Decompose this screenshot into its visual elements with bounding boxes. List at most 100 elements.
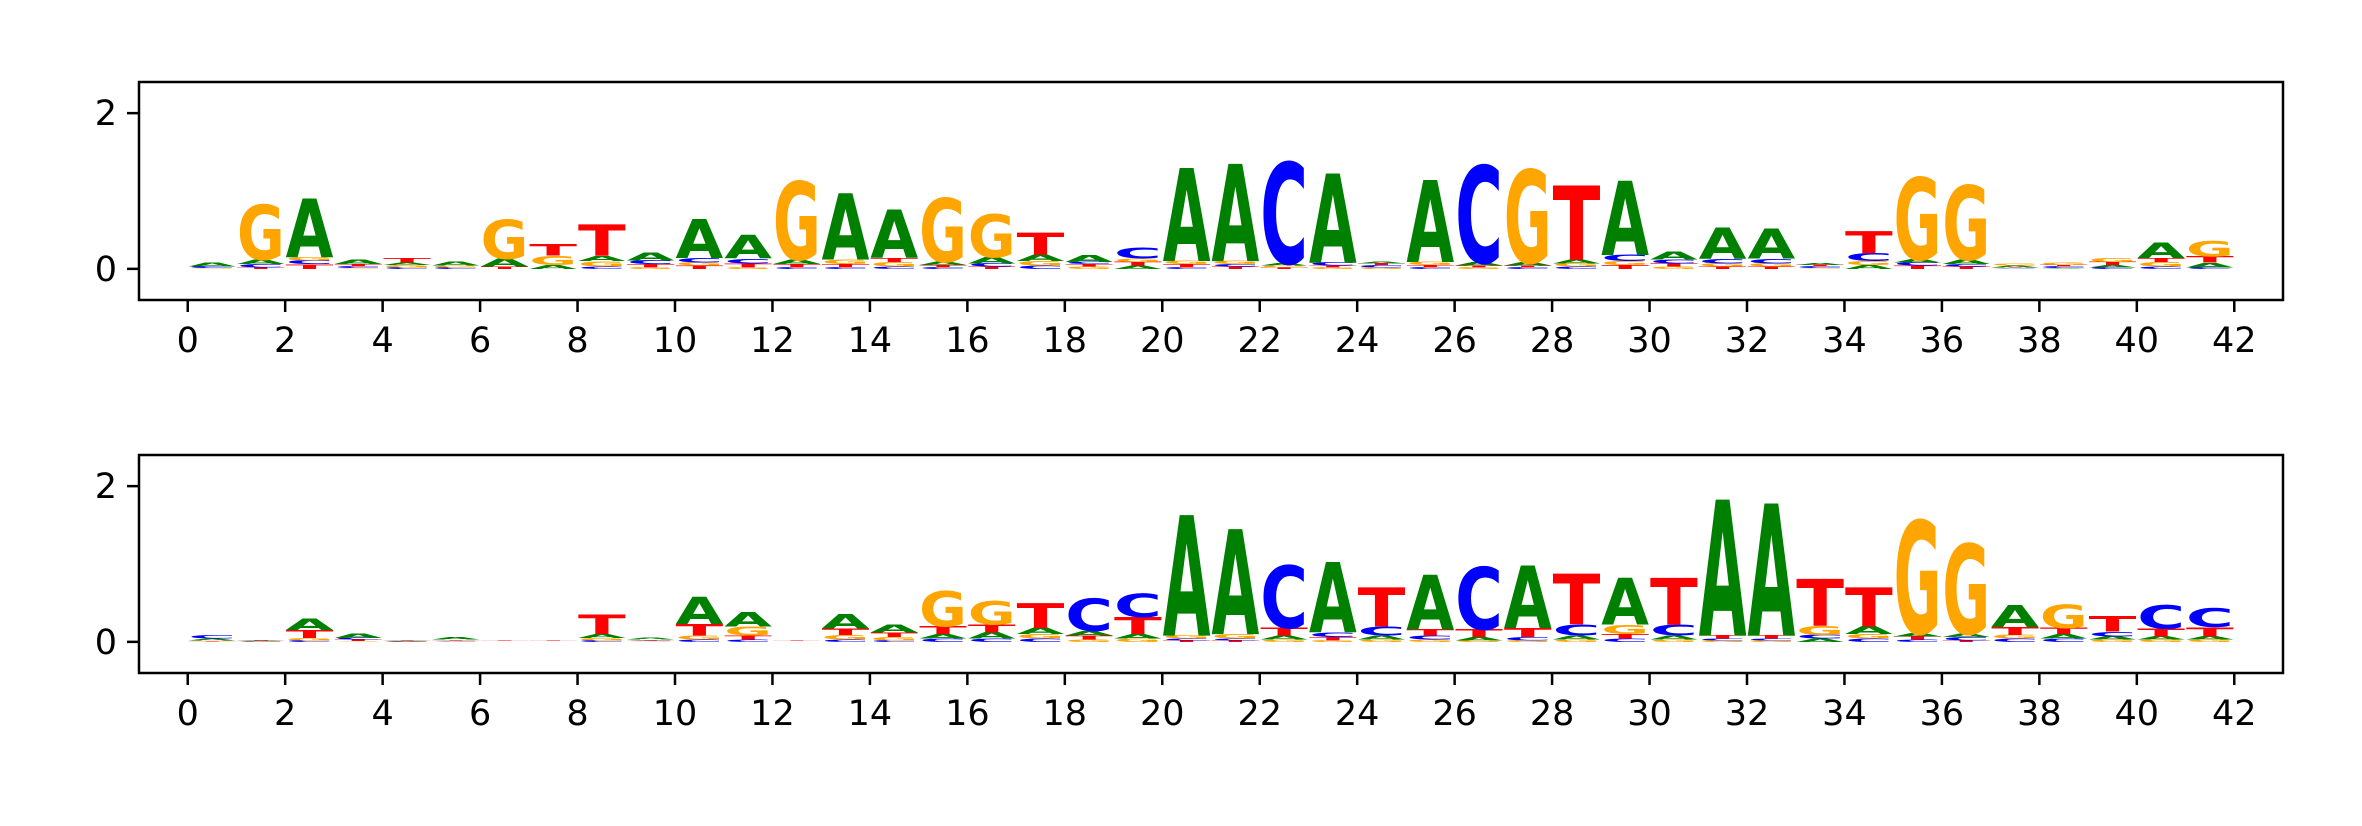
logo-letter-C-pos-8: C bbox=[578, 266, 626, 270]
logo-letter-T-pos-33: T bbox=[1796, 566, 1844, 640]
logo-letter-A-pos-4: A bbox=[383, 262, 431, 266]
logo-letter-C-pos-29: C bbox=[1601, 638, 1649, 643]
logo-letter-C-pos-21: C bbox=[1211, 264, 1259, 268]
x-tick-label: 26 bbox=[1432, 694, 1477, 734]
x-tick-label: 10 bbox=[653, 321, 698, 361]
logo-letter-C-pos-10: C bbox=[675, 257, 723, 264]
logo-letter-A-pos-36: A bbox=[1942, 258, 1990, 265]
logo-letter-C-pos-2: C bbox=[286, 640, 334, 643]
logo-letter-G-pos-33: G bbox=[1796, 268, 1844, 269]
logo-letter-G-pos-31: G bbox=[1699, 640, 1747, 642]
logo-letter-G-pos-6: G bbox=[481, 210, 529, 272]
logo-letter-G-pos-7: G bbox=[529, 253, 577, 268]
logo-letter-T-pos-34: T bbox=[1845, 226, 1893, 261]
logo-letter-A-pos-0: A bbox=[188, 638, 236, 640]
x-tick-label: 16 bbox=[945, 321, 990, 361]
logo-letter-G-pos-22: G bbox=[1260, 639, 1308, 643]
logo-letter-C-pos-30: C bbox=[1650, 258, 1698, 264]
logo-letter-T-pos-23: T bbox=[1309, 636, 1357, 641]
logo-letter-G-pos-11: G bbox=[724, 267, 772, 269]
logo-letter-G-pos-3: G bbox=[334, 641, 382, 642]
logo-letter-C-pos-21: C bbox=[1211, 638, 1259, 641]
logo-letter-G-pos-34: G bbox=[1845, 633, 1893, 640]
logo-letter-G-pos-35: G bbox=[1894, 490, 1942, 670]
x-tick-label: 24 bbox=[1335, 694, 1380, 734]
logo-letter-T-pos-18: T bbox=[1065, 635, 1113, 641]
x-tick-label: 42 bbox=[2212, 321, 2257, 361]
x-tick-label: 28 bbox=[1530, 321, 1575, 361]
logo-letter-T-pos-26: T bbox=[1455, 265, 1503, 267]
logo-letter-G-pos-25: G bbox=[1406, 261, 1454, 266]
logo-letter-C-pos-20: C bbox=[1163, 267, 1211, 270]
logo-letter-G-pos-31: G bbox=[1699, 263, 1747, 268]
logo-letter-C-pos-11: C bbox=[724, 257, 772, 264]
logo-letter-A-pos-31: A bbox=[1699, 219, 1747, 269]
logo-letter-A-pos-10: A bbox=[675, 590, 723, 633]
logo-letter-A-pos-14: A bbox=[870, 198, 918, 275]
logo-letter-T-pos-17: T bbox=[1017, 227, 1065, 262]
logo-letter-G-pos-13: G bbox=[822, 258, 870, 265]
logo-letter-C-pos-5: C bbox=[432, 267, 480, 270]
logo-letter-C-pos-14: C bbox=[870, 640, 918, 643]
logo-letter-T-pos-2: T bbox=[286, 263, 334, 270]
logo-letter-T-pos-24: T bbox=[1358, 577, 1406, 640]
logo-letter-T-pos-2: T bbox=[286, 628, 334, 640]
logo-letter-C-pos-19: C bbox=[1114, 588, 1162, 625]
logo-letter-C-pos-0: C bbox=[188, 266, 236, 269]
logo-letter-A-pos-35: A bbox=[1894, 259, 1942, 264]
logo-letter-A-pos-6: A bbox=[481, 257, 530, 269]
logo-letter-A-pos-30: A bbox=[1650, 635, 1698, 641]
logo-letter-C-pos-10: C bbox=[675, 639, 723, 643]
x-tick-label: 18 bbox=[1043, 694, 1088, 734]
logo-letter-C-pos-20: C bbox=[1163, 638, 1211, 641]
logo-letter-C-pos-13: C bbox=[822, 267, 870, 270]
x-tick-label: 0 bbox=[177, 321, 199, 361]
logo-letter-G-pos-18: G bbox=[1065, 266, 1113, 270]
logo-letter-T-pos-13: T bbox=[822, 263, 870, 268]
logo-letter-T-pos-11: T bbox=[724, 262, 772, 268]
logo-letter-A-pos-29: A bbox=[1601, 161, 1649, 279]
logo-letter-T-pos-38: T bbox=[2040, 265, 2088, 267]
x-tick-label: 8 bbox=[566, 694, 588, 734]
logo-letter-T-pos-19: T bbox=[1114, 613, 1162, 640]
logo-letter-G-pos-9: G bbox=[627, 641, 675, 642]
logo-letter-G-pos-32: G bbox=[1747, 640, 1795, 642]
logo-letter-T-pos-32: T bbox=[1747, 266, 1795, 270]
logo-letter-C-pos-26: C bbox=[1455, 139, 1503, 294]
logo-letter-A-pos-20: A bbox=[1163, 483, 1211, 675]
logo-letter-C-pos-27: C bbox=[1504, 636, 1552, 641]
logo-letter-T-pos-8: T bbox=[578, 610, 626, 641]
logo-letter-G-pos-41: G bbox=[2186, 639, 2234, 643]
logo-letter-C-pos-35: C bbox=[1894, 262, 1942, 267]
logo-letter-G-pos-29: G bbox=[1601, 260, 1649, 266]
logo-letter-T-pos-9: T bbox=[627, 639, 675, 640]
logo-letter-T-pos-20: T bbox=[1163, 263, 1211, 268]
logo-letter-G-pos-4: G bbox=[383, 641, 431, 642]
logo-letter-A-pos-28: A bbox=[1553, 259, 1601, 265]
logo-letter-C-pos-4: C bbox=[383, 267, 431, 270]
x-tick-label: 32 bbox=[1725, 694, 1770, 734]
y-tick-label: 2 bbox=[95, 94, 117, 134]
logo-letter-T-pos-36: T bbox=[1942, 640, 1990, 642]
logo-letter-T-pos-29: T bbox=[1601, 633, 1649, 640]
logo-letter-G-pos-36: G bbox=[1942, 166, 1990, 284]
logo-letter-A-pos-3: A bbox=[334, 632, 382, 639]
logo-letter-T-pos-22: T bbox=[1260, 626, 1308, 638]
logo-letter-G-pos-1: G bbox=[237, 641, 285, 642]
logo-letter-A-pos-22: A bbox=[1260, 635, 1308, 641]
logo-letter-G-pos-24: G bbox=[1358, 639, 1406, 643]
logo-letter-G-pos-40: G bbox=[2137, 639, 2185, 643]
logo-letter-T-pos-38: T bbox=[2040, 626, 2088, 636]
logo-letter-A-pos-24: A bbox=[1358, 261, 1406, 263]
x-tick-label: 2 bbox=[274, 694, 296, 734]
logo-letter-A-pos-26: A bbox=[1455, 636, 1503, 641]
logo-letter-C-pos-36: C bbox=[1942, 636, 1990, 641]
logo-letter-C-pos-25: C bbox=[1406, 267, 1454, 270]
logo-letter-A-pos-38: A bbox=[2040, 633, 2088, 640]
logo-letter-T-pos-33: T bbox=[1796, 265, 1844, 267]
logo-letter-A-pos-24: A bbox=[1358, 635, 1406, 641]
logo-letter-G-pos-16: G bbox=[968, 203, 1016, 271]
logo-letter-A-pos-3: A bbox=[334, 258, 382, 265]
logo-letter-G-pos-16: G bbox=[968, 595, 1016, 632]
